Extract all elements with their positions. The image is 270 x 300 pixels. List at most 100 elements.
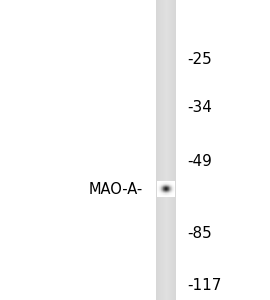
- Bar: [160, 186, 161, 187]
- Bar: [174, 184, 175, 185]
- Bar: [167, 187, 168, 188]
- Bar: [166, 192, 167, 193]
- Bar: [163, 182, 164, 183]
- Bar: [169, 191, 170, 192]
- Bar: [173, 186, 174, 187]
- Bar: [174, 192, 175, 193]
- Bar: [157, 183, 158, 184]
- Bar: [166, 193, 167, 194]
- Bar: [164, 189, 165, 190]
- Bar: [165, 181, 166, 182]
- Bar: [161, 184, 162, 185]
- Bar: [166, 0, 167, 300]
- Bar: [165, 193, 166, 194]
- Bar: [158, 196, 159, 197]
- Bar: [174, 187, 175, 188]
- Bar: [160, 191, 161, 192]
- Bar: [168, 190, 169, 191]
- Bar: [168, 185, 169, 186]
- Bar: [172, 184, 173, 185]
- Bar: [167, 193, 168, 194]
- Bar: [172, 189, 173, 190]
- Bar: [171, 194, 172, 195]
- Bar: [171, 184, 172, 185]
- Bar: [158, 186, 159, 187]
- Bar: [160, 181, 161, 182]
- Bar: [157, 191, 158, 192]
- Bar: [164, 182, 165, 183]
- Bar: [159, 181, 160, 182]
- Bar: [163, 193, 164, 194]
- Bar: [168, 193, 169, 194]
- Bar: [158, 187, 159, 188]
- Bar: [168, 186, 169, 187]
- Bar: [157, 193, 158, 194]
- Bar: [173, 196, 174, 197]
- Bar: [171, 185, 172, 186]
- Bar: [158, 192, 159, 193]
- Bar: [158, 194, 159, 195]
- Bar: [174, 186, 175, 187]
- Bar: [163, 183, 164, 184]
- Bar: [163, 191, 164, 192]
- Bar: [165, 191, 166, 192]
- Bar: [169, 188, 170, 189]
- Bar: [173, 187, 174, 188]
- Bar: [163, 0, 164, 300]
- Text: -49: -49: [188, 154, 212, 169]
- Bar: [164, 183, 165, 184]
- Bar: [170, 189, 171, 190]
- Bar: [159, 194, 160, 195]
- Bar: [164, 186, 165, 187]
- Bar: [160, 188, 161, 189]
- Bar: [160, 183, 161, 184]
- Bar: [174, 0, 175, 300]
- Bar: [166, 187, 167, 188]
- Bar: [161, 193, 162, 194]
- Bar: [174, 194, 175, 195]
- Bar: [164, 196, 165, 197]
- Bar: [171, 183, 172, 184]
- Bar: [172, 187, 173, 188]
- Bar: [170, 183, 171, 184]
- Bar: [170, 187, 171, 188]
- Bar: [164, 192, 165, 193]
- Bar: [162, 184, 163, 185]
- Bar: [166, 186, 167, 187]
- Bar: [165, 196, 166, 197]
- Bar: [174, 182, 175, 183]
- Bar: [158, 185, 159, 186]
- Bar: [169, 187, 170, 188]
- Bar: [161, 196, 162, 197]
- Bar: [158, 183, 159, 184]
- Bar: [157, 0, 158, 300]
- Bar: [157, 182, 158, 183]
- Bar: [173, 181, 174, 182]
- Bar: [167, 186, 168, 187]
- Bar: [173, 195, 174, 196]
- Bar: [168, 182, 169, 183]
- Bar: [166, 182, 167, 183]
- Bar: [167, 196, 168, 197]
- Bar: [160, 194, 161, 195]
- Bar: [169, 195, 170, 196]
- Bar: [174, 195, 175, 196]
- Bar: [171, 191, 172, 192]
- Bar: [164, 193, 165, 194]
- Bar: [168, 184, 169, 185]
- Bar: [171, 193, 172, 194]
- Bar: [160, 0, 161, 300]
- Bar: [169, 182, 170, 183]
- Bar: [163, 195, 164, 196]
- Bar: [165, 183, 166, 184]
- Bar: [170, 194, 171, 195]
- Bar: [167, 0, 168, 300]
- Bar: [162, 182, 163, 183]
- Bar: [159, 183, 160, 184]
- Bar: [161, 190, 162, 191]
- Bar: [172, 196, 173, 197]
- Bar: [162, 186, 163, 187]
- Bar: [158, 190, 159, 191]
- Bar: [166, 185, 167, 186]
- Bar: [164, 191, 165, 192]
